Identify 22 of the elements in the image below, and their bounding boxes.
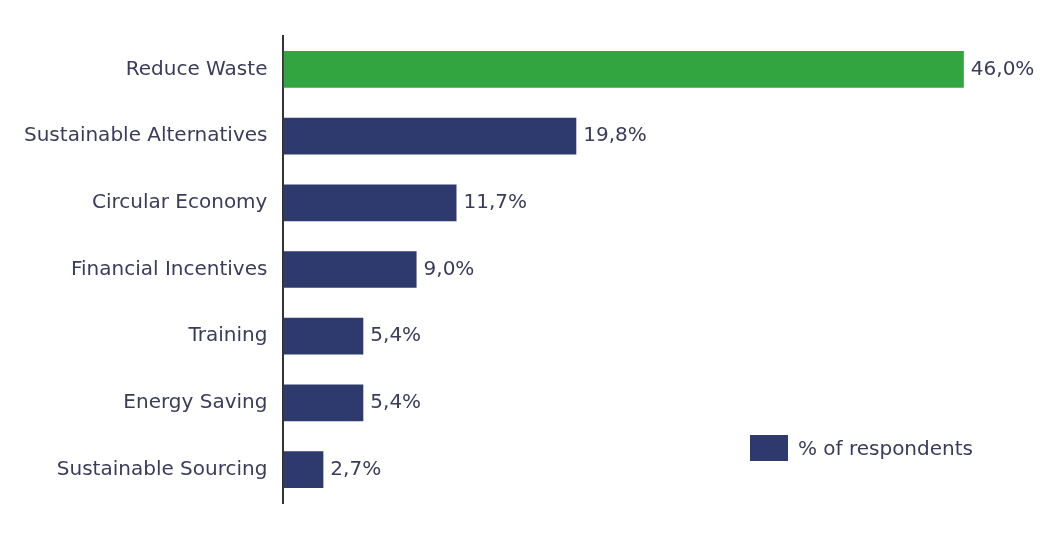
data-label: 19,8% [583,122,647,147]
bar [283,251,417,288]
bar [283,51,964,88]
y-tick-label: Financial Incentives [70,255,268,280]
y-tick-label: Sustainable Sourcing [56,455,268,480]
y-tick-label: Training [187,322,268,347]
legend-label: % of respondents [797,436,973,460]
y-tick-label: Circular Economy [91,188,268,213]
data-label: 11,7% [463,188,528,213]
bar [283,184,457,222]
data-label: 5,4% [370,322,422,347]
data-label: 46,0% [970,55,1035,80]
y-tick-label: Reduce Waste [125,55,268,80]
data-label: 5,4% [370,389,422,414]
bar [283,117,577,155]
bar [283,451,324,488]
y-tick-label: Energy Saving [123,389,268,414]
y-tick-label: Sustainable Alternatives [24,122,268,147]
bar [283,317,364,355]
data-label: 2,7% [330,455,382,480]
bar [283,384,364,422]
data-label: 9,0% [423,255,475,280]
